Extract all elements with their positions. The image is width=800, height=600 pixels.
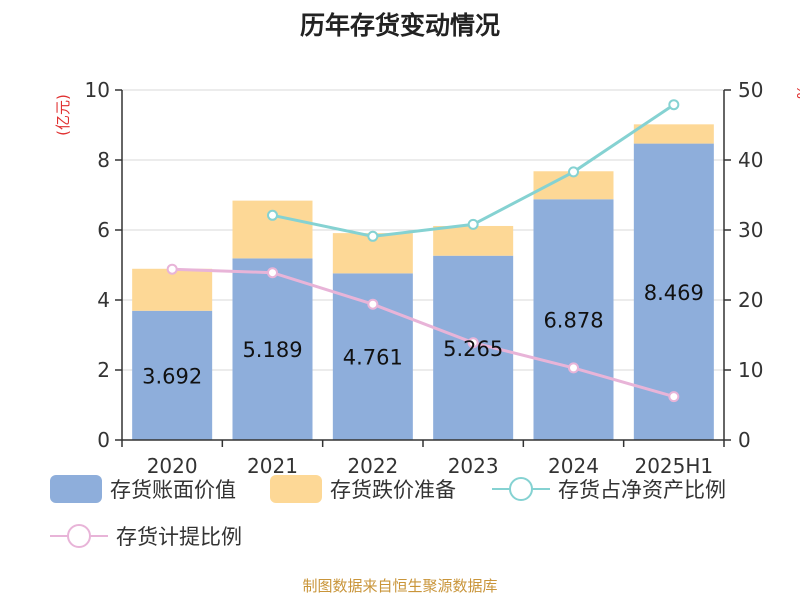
bar-impairment: [633, 124, 714, 144]
axes: 0 2 4 6 8 10 0 10 20 30 40 50 2020 2021 2022 2023 2024 20…: [85, 78, 764, 478]
bar-impairment: [132, 268, 213, 311]
x-tick-label: 2025H1: [634, 454, 713, 478]
line-point: [568, 362, 579, 374]
x-tick-label: 2023: [448, 454, 499, 478]
legend-label: 存货跌价准备: [330, 478, 456, 502]
x-tick-label: 2020: [147, 454, 198, 478]
right-axis-unit: %: [793, 85, 800, 99]
line-point: [267, 209, 278, 221]
left-tick-label: 0: [97, 428, 110, 452]
bar-data-label: 4.761: [343, 346, 403, 370]
right-tick-label: 0: [738, 428, 751, 452]
line-provision-ratio: [172, 267, 675, 399]
lines: [166, 99, 680, 403]
line-point: [568, 166, 579, 178]
legend-marker: [509, 477, 533, 501]
right-tick-label: 10: [738, 358, 763, 382]
x-tick-label: 2021: [247, 454, 298, 478]
left-tick-label: 10: [85, 78, 110, 102]
legend-label: 存货占净资产比例: [558, 478, 726, 502]
left-tick-label: 2: [97, 358, 110, 382]
right-tick-label: 30: [738, 218, 763, 242]
bar-book-value: [132, 310, 213, 440]
data-labels: 3.692 5.189 4.761 5.265 6.878 8.469: [142, 281, 704, 389]
bar-data-label: 5.189: [242, 338, 302, 362]
bar-book-value: [633, 143, 714, 440]
bars: [132, 124, 714, 440]
legend-label: 存货计提比例: [116, 525, 242, 549]
line-point: [668, 391, 680, 403]
line-inventory-to-net-assets: [272, 103, 675, 238]
bar-data-label: 5.265: [443, 337, 503, 361]
chart-title: 历年存货变动情况: [300, 11, 500, 40]
line-point: [467, 218, 479, 230]
grid: [122, 89, 724, 441]
legend-swatch: [50, 475, 102, 503]
legend-label: 存货账面价值: [110, 478, 236, 502]
right-tick-label: 40: [738, 148, 763, 172]
legend-marker: [67, 524, 91, 548]
left-axis-unit: (亿元): [54, 94, 72, 136]
line-point: [367, 230, 379, 242]
line-point: [367, 298, 379, 310]
bar-data-label: 6.878: [543, 309, 603, 333]
line-point: [267, 267, 278, 279]
source-note: 制图数据来自恒生聚源数据库: [302, 577, 497, 595]
bar-data-label: 8.469: [644, 281, 704, 305]
bar-impairment: [232, 200, 313, 259]
right-tick-label: 20: [738, 288, 763, 312]
bar-data-label: 3.692: [142, 364, 202, 388]
left-tick-label: 8: [97, 148, 110, 172]
left-tick-label: 4: [97, 288, 110, 312]
x-tick-label: 2022: [347, 454, 398, 478]
line-point: [668, 99, 680, 111]
line-point: [467, 337, 479, 349]
line-point: [166, 263, 178, 275]
bar-book-value: [533, 199, 614, 440]
right-tick-label: 50: [738, 78, 763, 102]
bar-book-value: [232, 258, 313, 440]
left-tick-label: 6: [97, 218, 110, 242]
bar-impairment: [433, 225, 514, 256]
legend-swatch: [270, 475, 322, 503]
x-tick-label: 2024: [548, 454, 599, 478]
